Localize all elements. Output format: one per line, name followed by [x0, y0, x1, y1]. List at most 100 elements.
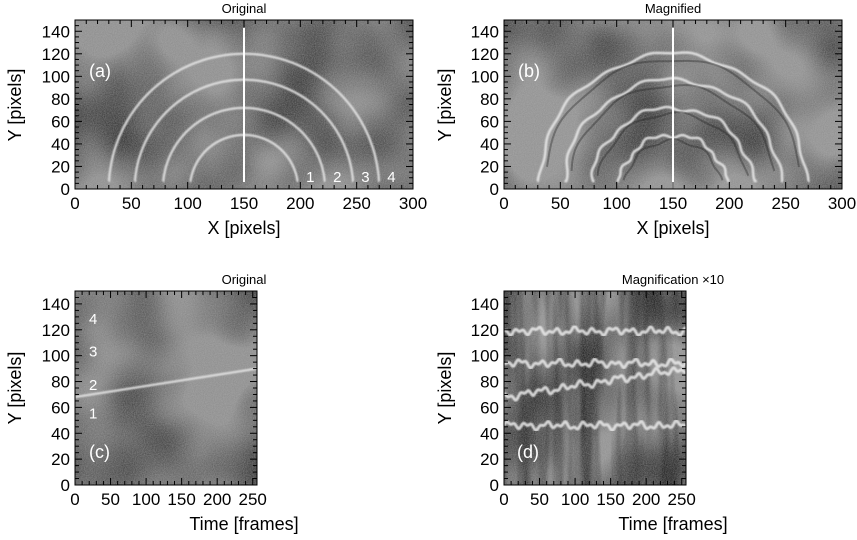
- y-tick-label: 140: [471, 22, 499, 41]
- y-tick-label: 60: [51, 112, 70, 131]
- x-tick-label: 100: [132, 490, 160, 509]
- x-tick-label: 150: [167, 490, 195, 509]
- tick-marks: [503, 290, 686, 486]
- x-tick-label: 200: [203, 490, 231, 509]
- panel-a-plot: 1 2 3 4: [74, 19, 414, 190]
- panel-b-plot: [503, 19, 843, 190]
- x-tick-label: 0: [70, 194, 79, 213]
- y-tick-label: 140: [471, 295, 499, 314]
- x-tick-label: 200: [632, 490, 660, 509]
- panel-d-label: (d): [517, 442, 539, 462]
- y-tick-label: 60: [480, 398, 499, 417]
- y-tick-label: 60: [480, 112, 499, 131]
- x-tick-label: 150: [230, 194, 258, 213]
- image-noise: [75, 291, 257, 485]
- y-tick-label: 60: [51, 398, 70, 417]
- y-tick-label: 40: [480, 424, 499, 443]
- ring-label-4: 4: [387, 169, 395, 186]
- x-tick-label: 300: [828, 194, 856, 213]
- panel-a-xlabel: X [pixels]: [207, 218, 280, 238]
- x-tick-label: 250: [772, 194, 800, 213]
- y-tick-label: 120: [471, 45, 499, 64]
- y-tick-label: 100: [42, 347, 70, 366]
- y-tick-label: 120: [471, 321, 499, 340]
- panel-d-plot: [502, 290, 688, 486]
- panel-b-title: Magnified: [645, 1, 701, 16]
- panel-b-label: (b): [518, 61, 540, 81]
- track-label-2: 2: [89, 377, 97, 394]
- y-tick-label: 100: [471, 67, 499, 86]
- y-tick-label: 40: [51, 135, 70, 154]
- y-tick-label: 20: [51, 450, 70, 469]
- track-label-1: 1: [89, 406, 97, 423]
- x-tick-label: 200: [286, 194, 314, 213]
- panel-d-ylabel: Y [pixels]: [435, 352, 455, 425]
- track-4: [503, 324, 687, 338]
- panel-c-label: (c): [89, 442, 110, 462]
- x-tick-label: 0: [499, 194, 508, 213]
- panel-d: Magnification ×10 (d) 0 50 100 150 200 250 0 2…: [435, 272, 728, 534]
- tick-marks: [74, 19, 414, 190]
- ring-label-1: 1: [306, 169, 314, 186]
- panel-d-xticks: 0 50 100 150 200 250: [499, 490, 696, 509]
- y-tick-label: 140: [42, 22, 70, 41]
- x-tick-label: 100: [561, 490, 589, 509]
- panel-c: Original 1 2 3 4 (c) 0 50 100 150 200 250 0 20 40 6…: [5, 272, 299, 534]
- panel-d-yticks: 0 20 40 60 80 100 120 140: [471, 295, 499, 495]
- y-tick-label: 140: [42, 295, 70, 314]
- x-tick-label: 150: [659, 194, 687, 213]
- panel-b-yticks: 0 20 40 60 80 100 120 140: [471, 22, 499, 199]
- y-tick-label: 100: [471, 347, 499, 366]
- x-tick-label: 50: [530, 490, 549, 509]
- track-3: [503, 357, 688, 370]
- panel-a-yticks: 0 20 40 60 80 100 120 140: [42, 22, 70, 199]
- x-tick-label: 150: [596, 490, 624, 509]
- x-tick-label: 0: [499, 490, 508, 509]
- track-2: [74, 367, 258, 399]
- y-tick-label: 80: [480, 90, 499, 109]
- x-tick-label: 50: [101, 490, 120, 509]
- x-tick-label: 100: [174, 194, 202, 213]
- ring-label-3: 3: [361, 169, 369, 186]
- track-2: [503, 366, 687, 402]
- y-tick-label: 20: [480, 450, 499, 469]
- y-tick-label: 0: [61, 476, 70, 495]
- y-tick-label: 0: [490, 180, 499, 199]
- y-tick-label: 80: [51, 373, 70, 392]
- x-tick-label: 250: [239, 490, 267, 509]
- panel-a-label: (a): [89, 61, 111, 81]
- y-tick-label: 40: [480, 135, 499, 154]
- y-tick-label: 20: [51, 158, 70, 177]
- y-tick-label: 40: [51, 424, 70, 443]
- track-1: [502, 419, 688, 433]
- x-tick-label: 300: [399, 194, 427, 213]
- panel-c-yticks: 0 20 40 60 80 100 120 140: [42, 295, 70, 495]
- y-tick-label: 120: [42, 45, 70, 64]
- x-tick-label: 250: [668, 490, 696, 509]
- panel-a-title: Original: [222, 1, 267, 16]
- panel-b-xticks: 0 50 100 150 200 250 300: [499, 194, 856, 213]
- ring-label-2: 2: [333, 169, 341, 186]
- panel-b-xlabel: X [pixels]: [636, 218, 709, 238]
- panel-a-xticks: 0 50 100 150 200 250 300: [70, 194, 427, 213]
- panel-c-ylabel: Y [pixels]: [5, 352, 25, 425]
- y-tick-label: 80: [51, 90, 70, 109]
- panel-c-xlabel: Time [frames]: [189, 514, 298, 534]
- y-tick-label: 0: [61, 180, 70, 199]
- y-tick-label: 20: [480, 158, 499, 177]
- tick-marks: [74, 290, 257, 486]
- x-tick-label: 0: [70, 490, 79, 509]
- panel-c-plot: 1 2 3 4: [74, 290, 258, 486]
- y-tick-label: 100: [42, 67, 70, 86]
- panel-d-xlabel: Time [frames]: [618, 514, 727, 534]
- panel-d-title: Magnification ×10: [622, 272, 724, 287]
- image-noise: [504, 291, 686, 485]
- panel-b-ylabel: Y [pixels]: [435, 69, 455, 142]
- x-tick-label: 200: [715, 194, 743, 213]
- x-tick-label: 100: [603, 194, 631, 213]
- x-tick-label: 50: [551, 194, 570, 213]
- panel-c-title: Original: [222, 272, 267, 287]
- x-tick-label: 250: [343, 194, 371, 213]
